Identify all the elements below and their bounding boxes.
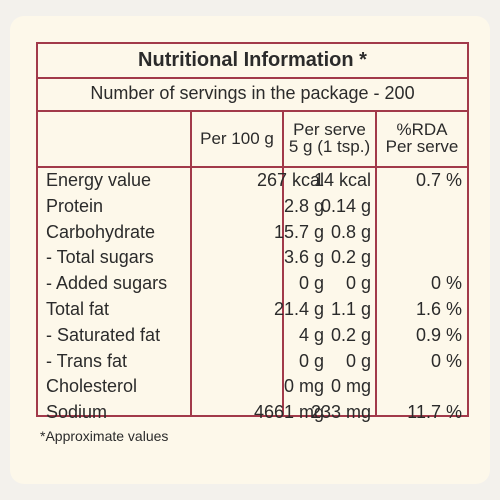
value-per-serve: 0 mg: [330, 376, 371, 397]
value-per-serve: 0.14 g: [320, 195, 371, 216]
nutrient-name: Protein: [46, 195, 104, 216]
nutrient-name: - Saturated fat: [46, 324, 161, 345]
value-per-100g: 0 g: [298, 350, 324, 371]
nutrient-name: Sodium: [46, 402, 108, 423]
header-per-100g-label: Per 100 g: [200, 128, 274, 148]
table-row: - Saturated fat 4 g 0.2 g 0.9 %: [38, 323, 467, 348]
value-per-100g: 267 kcal: [256, 170, 324, 190]
column-divider: [282, 110, 284, 415]
header-rda-line1: %RDA: [396, 120, 448, 139]
table-row: Energy value 267 kcal 14 kcal 0.7 %: [38, 168, 467, 193]
header-per-100g: Per 100 g: [192, 110, 282, 166]
value-rda: 0.9 %: [415, 324, 462, 345]
nutrient-name: Carbohydrate: [46, 221, 156, 242]
value-rda: [376, 194, 462, 219]
value-rda: 1.6 %: [415, 299, 462, 319]
nutrient-name: Cholesterol: [46, 376, 138, 397]
header-divider: [38, 166, 467, 168]
footnote: *Approximate values: [40, 428, 169, 444]
value-rda: [376, 374, 462, 399]
nutrient-name: - Trans fat: [46, 350, 128, 371]
table-row: Cholesterol 0 mg 0 mg: [38, 374, 467, 399]
nutrient-name: Energy value: [46, 170, 152, 190]
table-row: Protein 2.8 g 0.14 g: [38, 194, 467, 219]
header-rda: %RDA Per serve: [377, 110, 467, 166]
value-per-serve: 0.2 g: [330, 247, 371, 268]
column-divider: [190, 110, 192, 415]
nutrient-name: - Added sugars: [46, 273, 168, 294]
value-rda: 0 %: [430, 273, 462, 294]
header-rda-line2: Per serve: [385, 137, 459, 156]
value-per-serve: 14 kcal: [313, 170, 371, 190]
table-row: - Trans fat 0 g 0 g 0 %: [38, 349, 467, 374]
value-per-100g: 21.4 g: [273, 299, 324, 319]
value-per-serve: 0.2 g: [330, 324, 371, 345]
value-per-serve: 0.8 g: [330, 221, 371, 242]
value-per-serve: 0 g: [345, 350, 371, 371]
table-row: - Total sugars 3.6 g 0.2 g: [38, 245, 467, 270]
nutrition-table: Nutritional Information * Number of serv…: [36, 42, 469, 422]
header-per-serve: Per serve 5 g (1 tsp.): [284, 110, 375, 166]
value-rda: [376, 220, 462, 245]
nutrient-name: Total fat: [46, 299, 110, 319]
table-row: Carbohydrate 15.7 g 0.8 g: [38, 220, 467, 245]
servings-line: Number of servings in the package - 200: [38, 77, 467, 112]
value-rda: 0.7 %: [415, 170, 462, 190]
value-rda: [376, 245, 462, 270]
nutrient-name: - Total sugars: [46, 247, 154, 268]
value-per-100g: 2.8 g: [283, 195, 324, 216]
table-title: Nutritional Information *: [38, 44, 467, 79]
value-per-100g: 4661 mg: [253, 402, 324, 423]
column-divider: [375, 110, 377, 415]
value-per-serve: 233 mg: [310, 402, 371, 423]
table-row: Total fat 21.4 g 1.1 g 1.6 %: [38, 297, 467, 322]
value-per-100g: 0 g: [298, 273, 324, 294]
value-rda: 0 %: [430, 350, 462, 371]
header-per-serve-line2: 5 g (1 tsp.): [288, 137, 371, 156]
table-row: Sodium 4661 mg 233 mg 11.7 %: [38, 400, 467, 425]
value-per-100g: 3.6 g: [283, 247, 324, 268]
value-per-serve: 0 g: [345, 273, 371, 294]
header-per-serve-line1: Per serve: [293, 120, 366, 139]
label-panel: [10, 16, 490, 484]
value-per-100g: 0 mg: [283, 376, 324, 397]
value-per-100g: 4 g: [298, 324, 324, 345]
value-per-100g: 15.7 g: [273, 221, 324, 242]
value-per-serve: 1.1 g: [330, 299, 371, 319]
value-rda: 11.7 %: [407, 402, 462, 423]
table-row: - Added sugars 0 g 0 g 0 %: [38, 271, 467, 296]
